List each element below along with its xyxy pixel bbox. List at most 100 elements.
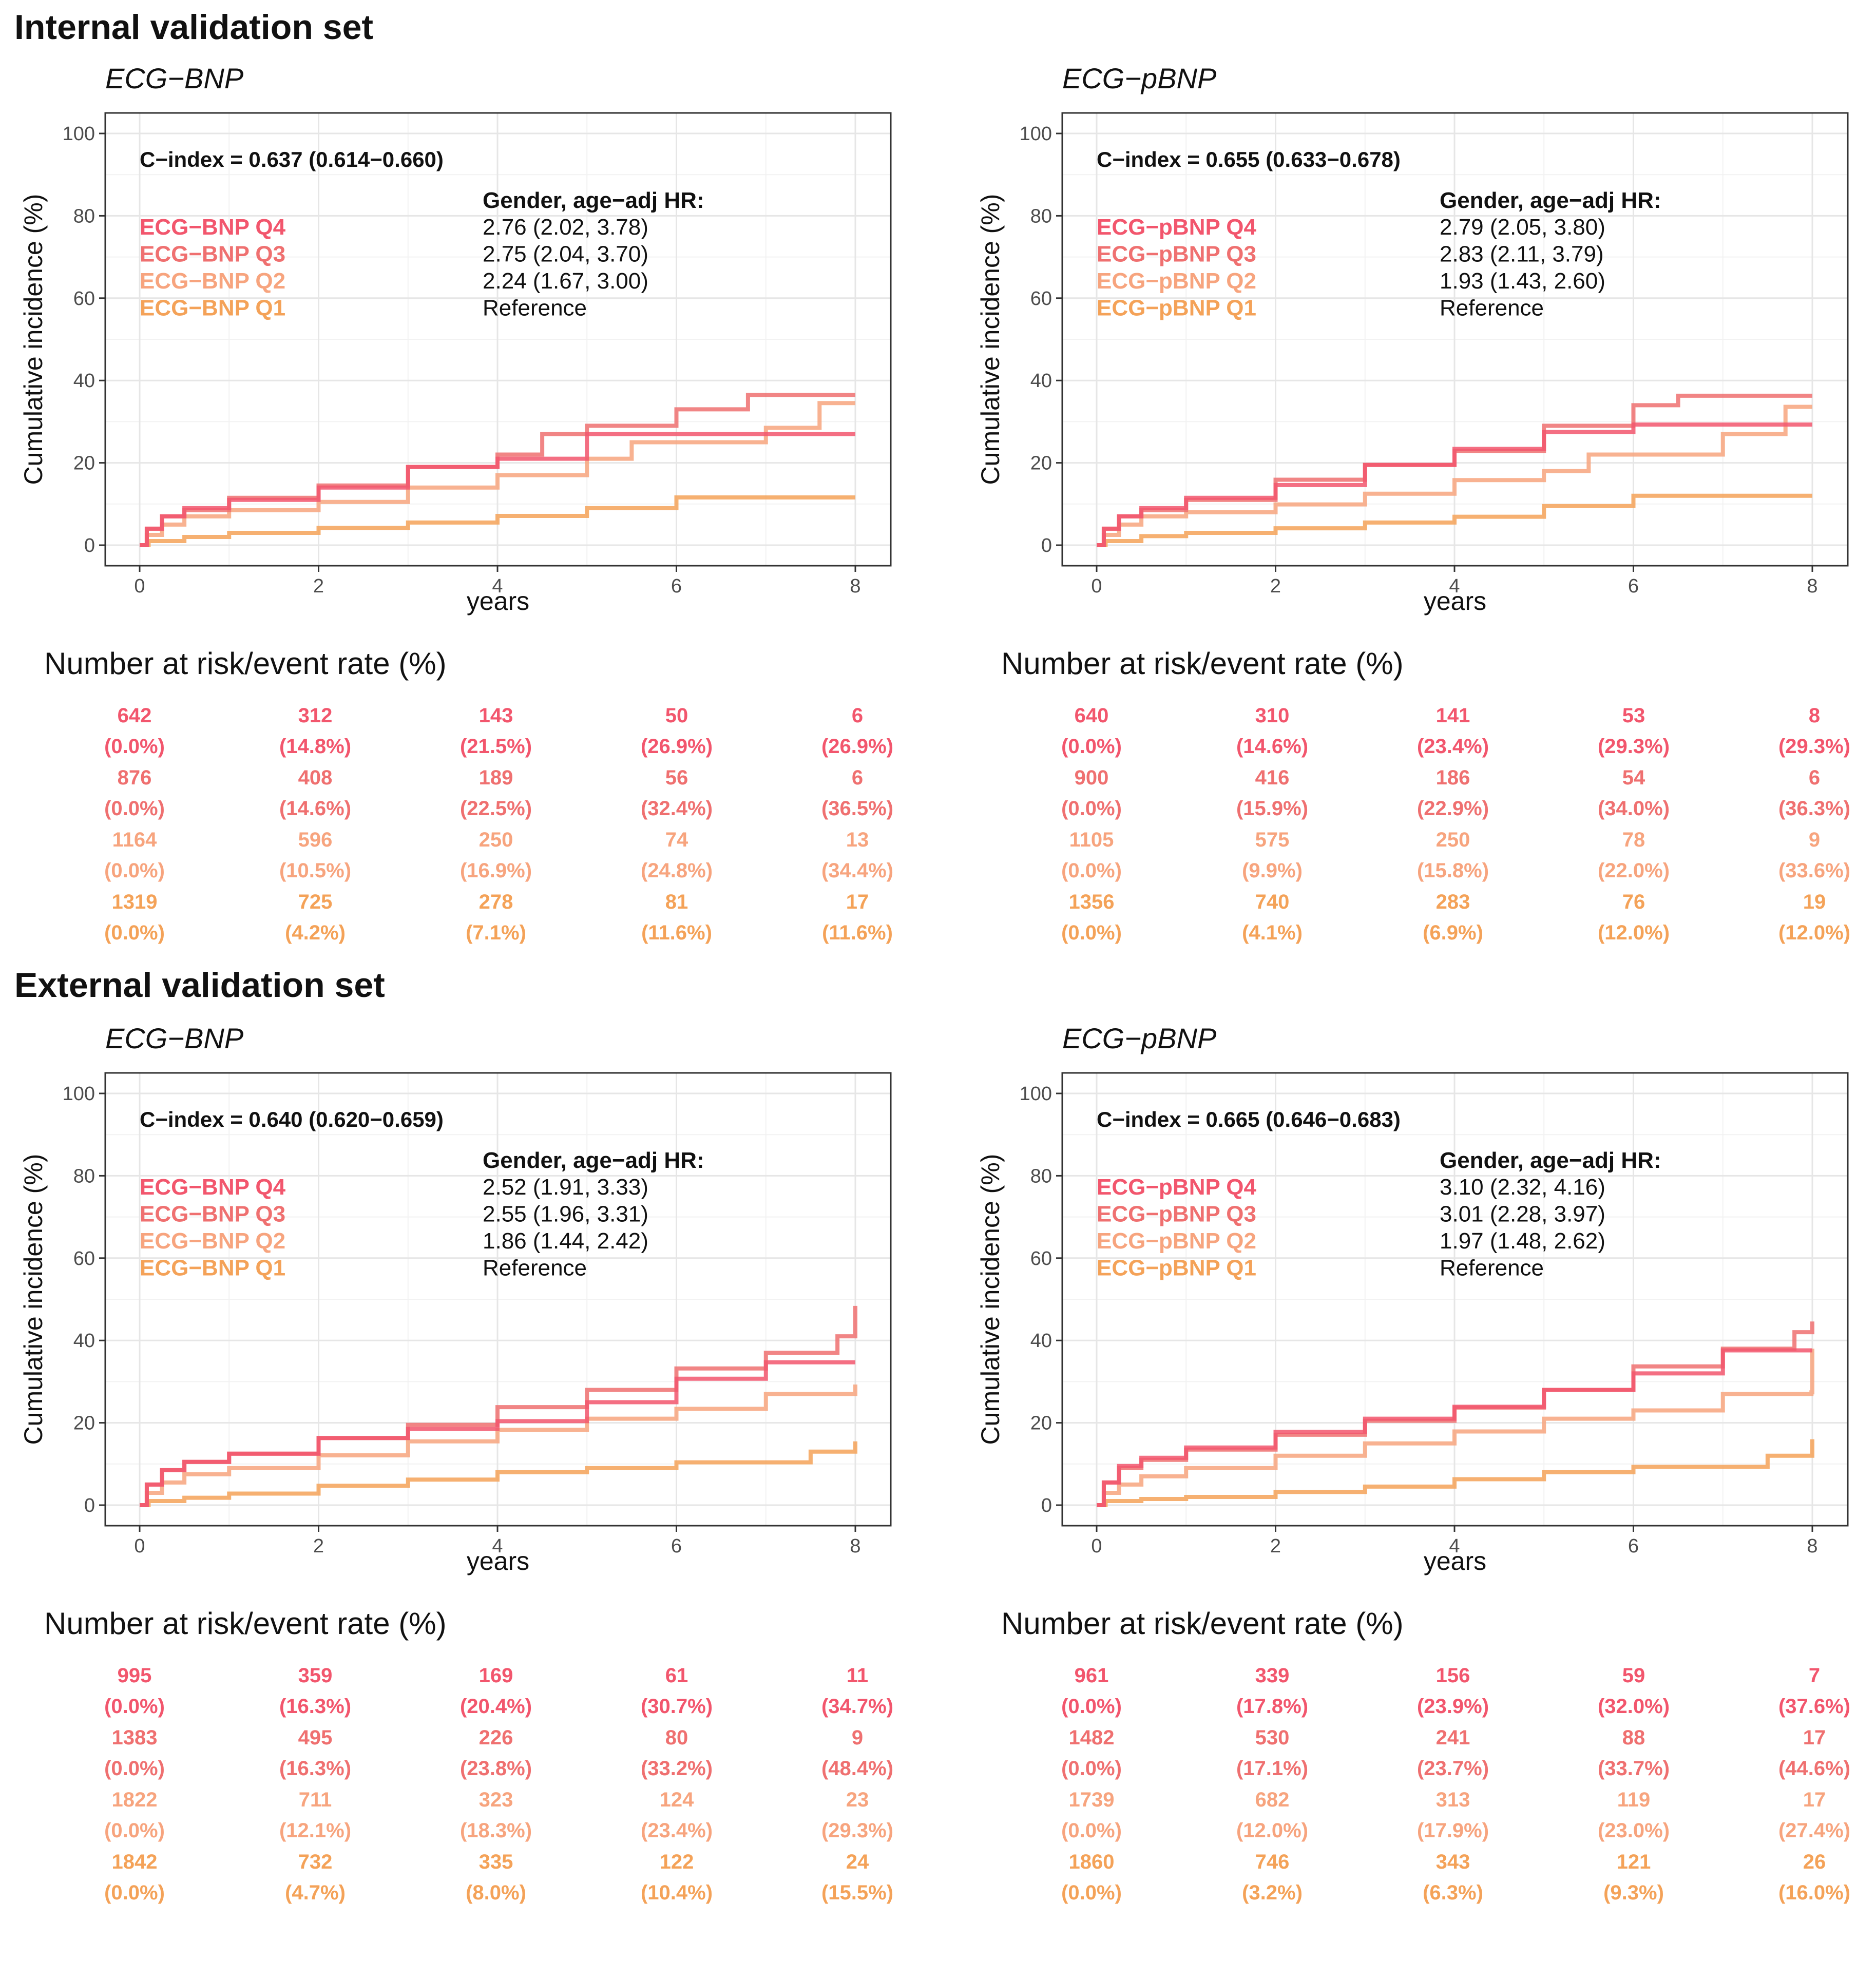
risk-number-q1: 343 [1435,1851,1470,1873]
risk-number-q3: 495 [298,1726,333,1749]
y-axis-label: Cumulative incidence (%) [976,194,1005,485]
risk-event-rate-q4: (20.4%) [460,1695,532,1718]
risk-table-title: Number at risk/event rate (%) [44,1606,447,1641]
risk-number-q4: 169 [478,1664,513,1687]
risk-number-q4: 141 [1435,704,1470,727]
risk-event-rate-q2: (18.3%) [460,1819,532,1842]
legend-hr-q1: Reference [1440,296,1544,321]
risk-number-q3: 876 [117,766,152,789]
risk-event-rate-q2: (24.8%) [640,859,713,882]
risk-event-rate-q3: (48.4%) [821,1757,894,1780]
risk-event-rate-q1: (0.0%) [104,1881,165,1904]
y-tick-label: 100 [1020,1083,1052,1105]
legend-hr-q2: 1.97 (1.48, 2.62) [1440,1228,1605,1254]
x-tick-label: 4 [1449,1535,1460,1557]
risk-number-q3: 226 [478,1726,513,1749]
risk-number-q2: 250 [1435,829,1470,851]
risk-event-rate-q2: (0.0%) [104,859,165,882]
risk-event-rate-q3: (0.0%) [1061,797,1122,820]
risk-event-rate-q3: (36.3%) [1778,797,1851,820]
risk-number-q2: 74 [665,829,688,851]
risk-event-rate-q3: (15.9%) [1236,797,1309,820]
risk-number-q1: 26 [1803,1851,1826,1873]
risk-event-rate-q2: (22.0%) [1597,859,1670,882]
risk-number-q1: 725 [298,891,333,913]
x-tick-label: 0 [134,575,145,597]
risk-event-rate-q3: (33.7%) [1597,1757,1670,1780]
risk-number-q1: 19 [1803,891,1826,913]
risk-number-q2: 1822 [111,1789,158,1811]
risk-number-q1: 76 [1622,891,1645,913]
legend-hr-q3: 2.83 (2.11, 3.79) [1440,242,1604,267]
risk-event-rate-q3: (44.6%) [1778,1757,1851,1780]
legend-label-q3: ECG−BNP Q3 [140,1202,285,1227]
legend-hr-q2: 2.24 (1.67, 3.00) [483,268,648,294]
risk-number-q2: 313 [1435,1789,1470,1811]
x-tick-label: 8 [1807,1535,1817,1557]
x-tick-label: 2 [313,1535,324,1557]
x-tick-label: 4 [492,1535,503,1557]
risk-event-rate-q1: (7.1%) [466,921,526,944]
risk-number-q4: 359 [298,1664,333,1687]
legend-hr-q4: 2.79 (2.05, 3.80) [1440,215,1605,240]
x-axis-label: years [467,587,529,616]
x-tick-label: 0 [1091,1535,1102,1557]
plot-border [104,112,892,567]
risk-event-rate-q2: (9.9%) [1242,859,1303,882]
c-index-annotation: C−index = 0.655 (0.633−0.678) [1097,147,1401,171]
risk-number-q1: 1356 [1068,891,1115,913]
risk-number-q4: 143 [478,704,513,727]
risk-event-rate-q1: (4.2%) [285,921,346,944]
legend-label-q3: ECG−pBNP Q3 [1097,242,1256,267]
x-tick-label: 6 [1628,1535,1639,1557]
panel-title: ECG−BNP [105,1022,243,1054]
risk-event-rate-q4: (0.0%) [1061,1695,1122,1718]
risk-event-rate-q1: (6.9%) [1423,921,1483,944]
risk-event-rate-q4: (14.6%) [1236,735,1309,758]
risk-event-rate-q2: (23.0%) [1597,1819,1670,1842]
risk-number-q1: 1842 [111,1851,158,1873]
risk-event-rate-q4: (26.9%) [640,735,713,758]
risk-event-rate-q4: (32.0%) [1597,1695,1670,1718]
x-tick-label: 6 [1628,575,1639,597]
y-tick-label: 100 [1020,123,1052,145]
risk-number-q1: 1319 [111,891,158,913]
risk-event-rate-q3: (32.4%) [640,797,713,820]
legend-hr-q3: 2.55 (1.96, 3.31) [483,1202,648,1227]
y-tick-label: 60 [73,288,95,310]
legend-hr-q4: 2.76 (2.02, 3.78) [483,215,648,240]
risk-number-q3: 530 [1255,1726,1290,1749]
risk-number-q1: 740 [1255,891,1290,913]
risk-event-rate-q3: (22.5%) [460,797,532,820]
y-tick-label: 80 [73,1165,95,1187]
x-tick-label: 2 [1270,575,1281,597]
x-tick-label: 6 [671,575,682,597]
y-tick-label: 60 [1030,288,1052,310]
risk-event-rate-q4: (0.0%) [104,1695,165,1718]
section-title-internal: Internal validation set [14,8,374,47]
risk-event-rate-q3: (17.1%) [1236,1757,1309,1780]
y-tick-label: 0 [1041,1495,1052,1516]
legend-label-q1: ECG−BNP Q1 [140,296,285,321]
risk-number-q3: 186 [1435,766,1470,789]
risk-event-rate-q1: (0.0%) [1061,921,1122,944]
major-gridlines [1062,1073,1848,1526]
legend-hr-q3: 2.75 (2.04, 3.70) [483,242,648,267]
km-curve-q1 [140,1441,857,1507]
risk-event-rate-q1: (0.0%) [104,921,165,944]
risk-event-rate-q4: (21.5%) [460,735,532,758]
x-tick-label: 8 [850,1535,860,1557]
km-curves [140,393,855,547]
risk-number-q4: 640 [1074,704,1109,727]
plot-border [1061,112,1849,567]
risk-event-rate-q3: (0.0%) [1061,1757,1122,1780]
risk-event-rate-q2: (34.4%) [821,859,894,882]
x-tick-label: 0 [134,1535,145,1557]
x-axis-label: years [1424,1547,1486,1575]
risk-number-q3: 80 [665,1726,688,1749]
risk-event-rate-q3: (23.8%) [460,1757,532,1780]
risk-number-q3: 6 [851,766,864,789]
risk-event-rate-q1: (15.5%) [821,1881,894,1904]
km-curves [140,1305,857,1507]
risk-number-q2: 1739 [1068,1789,1115,1811]
